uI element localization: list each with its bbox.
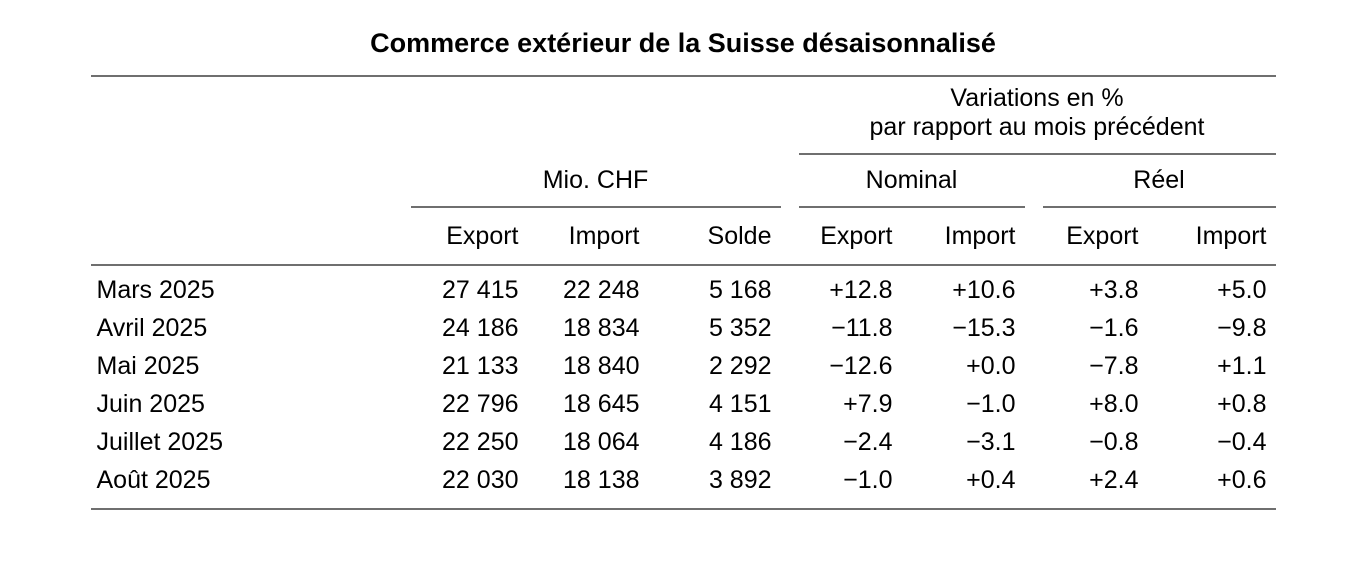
nominal-import-cell: +10.6 (952, 276, 1016, 304)
spacer-cell (781, 348, 799, 386)
month-cell: Mai 2025 (96, 352, 200, 380)
nominal-export-cell: −12.6 (829, 352, 893, 380)
chf-export-cell: 27 415 (442, 276, 519, 304)
column-header-row: Export Import Solde Export Import Export… (90, 207, 1276, 266)
reel-export-cell: +2.4 (1042, 462, 1148, 510)
variations-line2: par rapport au mois précédent (869, 113, 1205, 141)
column-header-reel-import: Import (1147, 207, 1276, 266)
chf-import-cell: 22 248 (563, 276, 640, 304)
spacer-cell (781, 424, 799, 462)
group-header-nominal: Nominal (798, 154, 1025, 208)
nominal-export-cell: −1.0 (798, 462, 902, 510)
reel-import-cell: −0.4 (1217, 428, 1267, 456)
solde-cell: 5 352 (708, 314, 772, 342)
group-header-row: Mio. CHF Nominal Réel (91, 154, 1276, 208)
spacer-cell (781, 310, 799, 348)
chf-import-cell: 18 840 (563, 352, 640, 380)
header-empty-cell (90, 75, 799, 154)
column-header-reel-export: Export (1042, 207, 1148, 266)
column-header-nominal-export: Export (798, 207, 902, 266)
reel-import-cell: +1.1 (1217, 352, 1267, 380)
reel-import-cell: −9.8 (1217, 314, 1267, 342)
nominal-import-cell: +0.0 (966, 352, 1016, 380)
group-header-mio-chf: Mio. CHF (410, 154, 781, 208)
spacer-cell (780, 462, 799, 510)
nominal-import-cell: +0.4 (901, 462, 1025, 510)
header-empty-cell (90, 207, 411, 266)
reel-export-cell: +8.0 (1089, 390, 1139, 418)
month-cell: Juin 2025 (96, 390, 205, 418)
spacer-cell (780, 207, 799, 266)
table-row: Avril 2025 24 186 18 834 5 352 −11.8 −15… (91, 310, 1276, 348)
reel-export-cell: −1.6 (1089, 314, 1139, 342)
solde-cell: 3 892 (648, 462, 781, 510)
column-header-solde: Solde (648, 207, 781, 266)
solde-cell: 4 151 (708, 390, 772, 418)
page: Commerce extérieur de la Suisse désaison… (90, 26, 1276, 510)
nominal-import-cell: −1.0 (966, 390, 1016, 418)
reel-export-cell: −7.8 (1089, 352, 1139, 380)
solde-cell: 2 292 (708, 352, 772, 380)
variations-line1: Variations en % (950, 84, 1124, 112)
solde-cell: 5 168 (708, 276, 772, 304)
chf-import-cell: 18 834 (563, 314, 640, 342)
table-row: Mars 2025 27 415 22 248 5 168 +12.8 +10.… (91, 265, 1276, 310)
spacer-cell (1025, 386, 1043, 424)
table-row: Juin 2025 22 796 18 645 4 151 +7.9 −1.0 … (91, 386, 1276, 424)
table-row: Mai 2025 21 133 18 840 2 292 −12.6 +0.0 … (91, 348, 1276, 386)
spacer-cell (1025, 348, 1043, 386)
month-cell: Août 2025 (90, 462, 411, 510)
chf-import-cell: 18 064 (563, 428, 640, 456)
table-body: Mars 2025 27 415 22 248 5 168 +12.8 +10.… (90, 265, 1276, 510)
chf-import-cell: 18 645 (563, 390, 640, 418)
nominal-import-cell: −15.3 (952, 314, 1016, 342)
variations-header-row: Variations en % par rapport au mois préc… (90, 75, 1276, 155)
month-cell: Juillet 2025 (96, 428, 223, 456)
nominal-export-cell: +7.9 (843, 390, 893, 418)
spacer-cell (781, 386, 799, 424)
header-empty-cell (91, 154, 411, 207)
reel-export-cell: −0.8 (1089, 428, 1139, 456)
column-header-nominal-import: Import (901, 207, 1025, 266)
chf-export-cell: 21 133 (442, 352, 519, 380)
solde-cell: 4 186 (708, 428, 772, 456)
spacer-cell (781, 265, 799, 310)
month-cell: Avril 2025 (96, 314, 208, 342)
reel-import-cell: +0.6 (1147, 462, 1276, 510)
spacer-cell (1025, 310, 1043, 348)
chf-export-cell: 22 030 (410, 462, 528, 510)
spacer-cell (1025, 265, 1043, 310)
spacer-cell (781, 154, 799, 207)
spacer-cell (1025, 154, 1043, 207)
nominal-export-cell: −2.4 (843, 428, 893, 456)
group-header-variations: Variations en % par rapport au mois préc… (798, 75, 1276, 155)
month-cell: Mars 2025 (96, 276, 215, 304)
chf-export-cell: 24 186 (442, 314, 519, 342)
table-row: Août 2025 22 030 18 138 3 892 −1.0 +0.4 … (90, 462, 1276, 510)
column-header-chf-import: Import (527, 207, 649, 266)
nominal-export-cell: −11.8 (831, 314, 893, 342)
spacer-cell (1025, 424, 1043, 462)
table-header: Variations en % par rapport au mois préc… (90, 75, 1276, 266)
nominal-export-cell: +12.8 (829, 276, 893, 304)
reel-import-cell: +5.0 (1217, 276, 1267, 304)
chf-import-cell: 18 138 (527, 462, 649, 510)
chf-export-cell: 22 796 (442, 390, 519, 418)
page-title: Commerce extérieur de la Suisse désaison… (370, 28, 996, 58)
nominal-import-cell: −3.1 (966, 428, 1016, 456)
chf-export-cell: 22 250 (442, 428, 519, 456)
reel-export-cell: +3.8 (1089, 276, 1139, 304)
reel-import-cell: +0.8 (1217, 390, 1267, 418)
table-row: Juillet 2025 22 250 18 064 4 186 −2.4 −3… (91, 424, 1276, 462)
trade-table: Variations en % par rapport au mois préc… (90, 75, 1276, 510)
column-header-chf-export: Export (410, 207, 528, 266)
spacer-cell (1024, 207, 1043, 266)
spacer-cell (1024, 462, 1043, 510)
group-header-reel: Réel (1042, 154, 1276, 208)
